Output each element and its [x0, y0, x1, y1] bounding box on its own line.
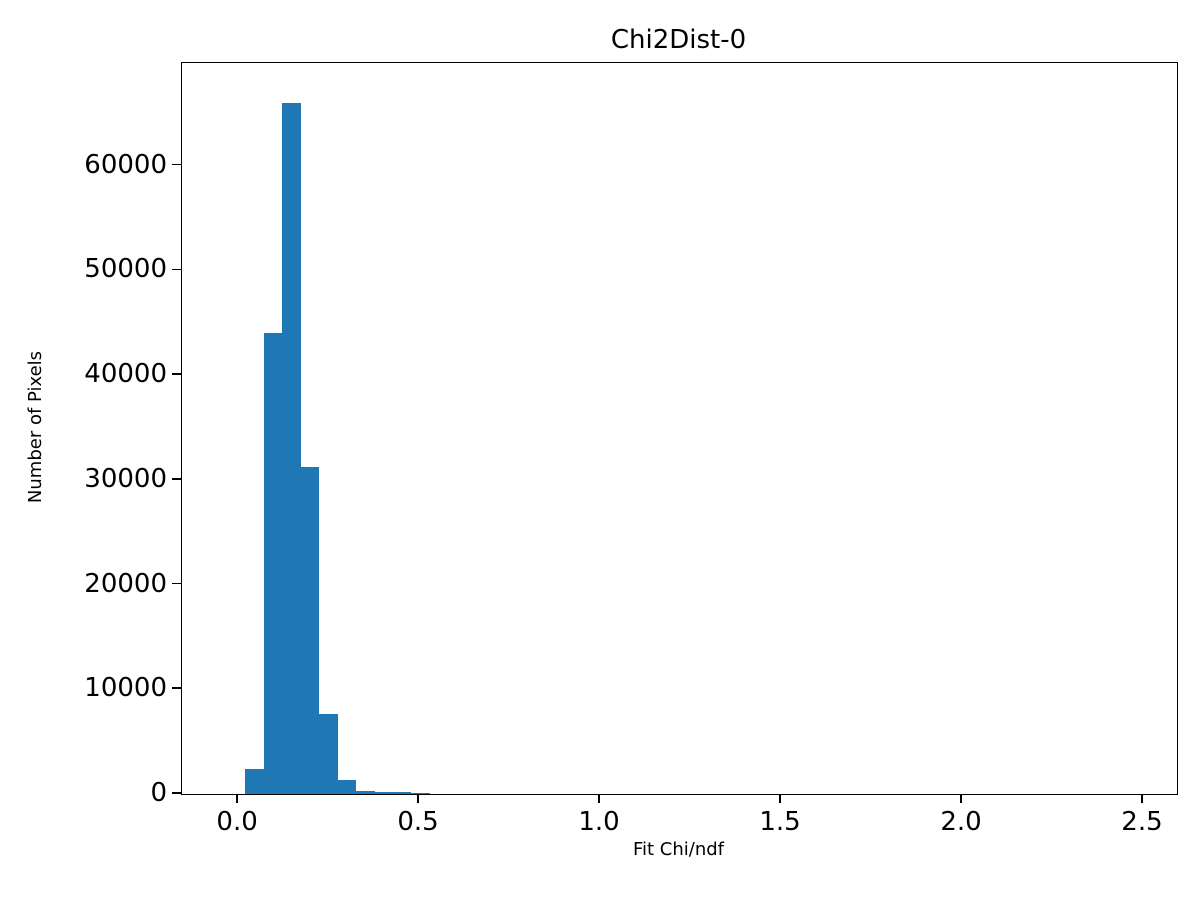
y-tick — [172, 268, 181, 271]
chart-title: Chi2Dist-0 — [610, 25, 747, 55]
x-axis-label: Fit Chi/ndf — [632, 839, 725, 860]
histogram-bar — [282, 102, 301, 794]
y-tick — [172, 792, 181, 794]
histogram-bar — [356, 790, 375, 794]
x-tick-label: 1.5 — [759, 807, 801, 837]
y-tick-label: 60000 — [84, 149, 167, 180]
histogram-bar — [411, 793, 430, 794]
x-tick — [779, 794, 781, 804]
x-tick — [236, 794, 238, 804]
x-tick — [417, 794, 419, 804]
y-tick — [172, 582, 181, 585]
y-tick-label: 0 — [150, 778, 167, 808]
histogram-bar — [245, 768, 264, 794]
histogram-bar — [374, 791, 393, 794]
y-tick-label: 50000 — [84, 254, 167, 285]
histogram-bar — [393, 792, 412, 794]
x-tick — [1141, 794, 1143, 804]
x-tick-label: 0.0 — [216, 807, 258, 837]
y-tick — [172, 163, 181, 166]
histogram-bar — [337, 780, 357, 794]
y-tick — [172, 373, 181, 375]
x-tick-label: 1.0 — [578, 807, 620, 837]
x-tick — [960, 794, 962, 804]
histogram-bar — [263, 333, 283, 794]
y-tick — [172, 687, 181, 690]
x-tick — [598, 794, 600, 804]
y-tick-label: 30000 — [84, 463, 167, 494]
histogram-bar — [300, 467, 320, 794]
y-tick-label: 10000 — [84, 673, 167, 704]
y-tick-label: 20000 — [84, 568, 167, 599]
x-tick-label: 0.5 — [397, 807, 439, 837]
y-tick — [172, 478, 181, 480]
x-tick-label: 2.5 — [1121, 807, 1163, 837]
plot-area — [181, 62, 1178, 795]
histogram-bar — [319, 714, 338, 794]
x-tick-label: 2.0 — [940, 807, 982, 837]
y-axis-label: Number of Pixels — [25, 350, 46, 504]
y-tick-label: 40000 — [84, 359, 167, 390]
